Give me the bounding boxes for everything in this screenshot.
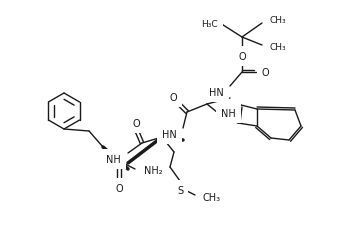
Text: O: O (132, 118, 140, 128)
Text: O: O (115, 183, 123, 193)
Text: H₃C: H₃C (201, 20, 218, 28)
Text: NH: NH (106, 154, 121, 164)
Text: CH₃: CH₃ (270, 15, 287, 24)
Text: O: O (238, 52, 246, 62)
Text: HN: HN (162, 129, 177, 139)
Text: NH₂: NH₂ (144, 165, 163, 175)
Text: HN: HN (209, 88, 224, 98)
Text: O: O (262, 68, 270, 78)
Text: NH: NH (221, 109, 236, 118)
Text: CH₃: CH₃ (203, 192, 221, 202)
Text: O: O (169, 93, 177, 103)
Text: CH₃: CH₃ (270, 42, 287, 51)
Text: S: S (177, 185, 183, 195)
